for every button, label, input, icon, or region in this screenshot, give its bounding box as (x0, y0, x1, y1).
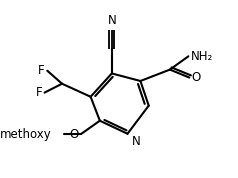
Text: N: N (132, 135, 141, 148)
Text: O: O (69, 127, 78, 140)
Text: N: N (107, 14, 116, 27)
Text: O: O (192, 71, 201, 84)
Text: methoxy: methoxy (0, 127, 52, 140)
Text: F: F (36, 86, 42, 99)
Text: F: F (38, 64, 45, 77)
Text: NH₂: NH₂ (191, 50, 213, 63)
